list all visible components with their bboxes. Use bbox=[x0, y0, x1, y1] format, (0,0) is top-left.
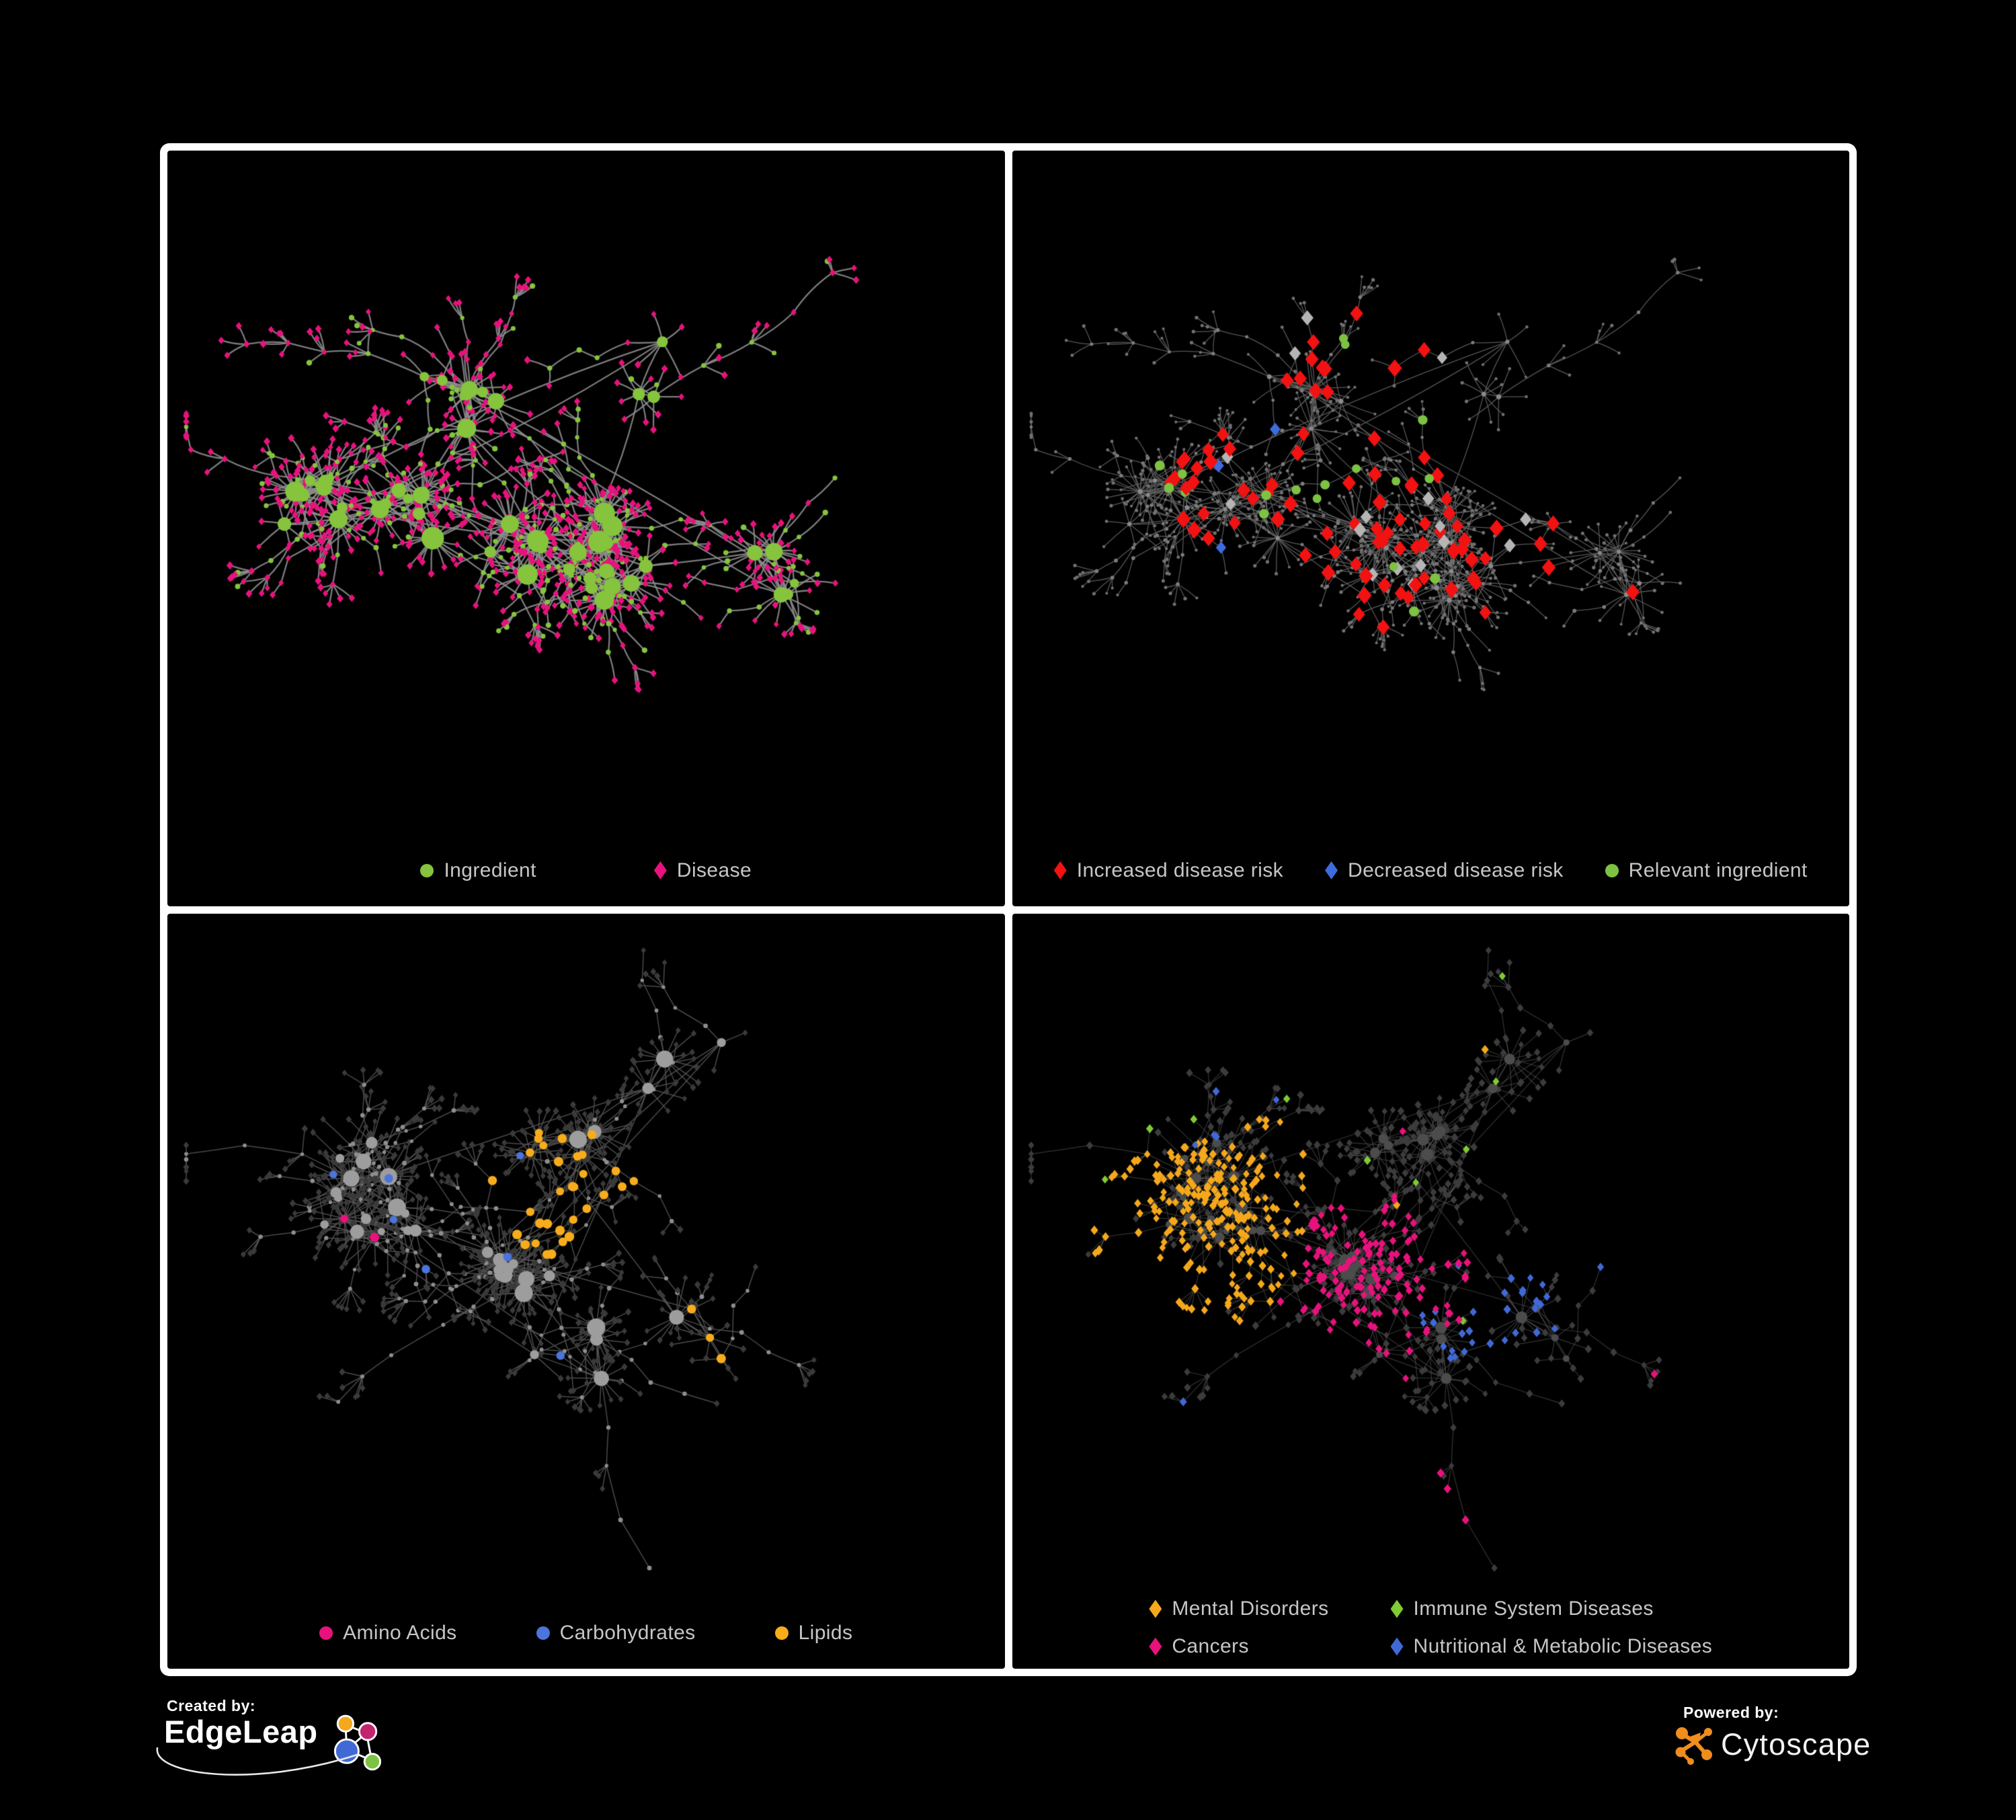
legend-label: Carbohydrates bbox=[559, 1622, 696, 1644]
panel-disease-risk: Increased disease risk Decreased disease… bbox=[1012, 151, 1850, 906]
legend-item: Immune System Diseases bbox=[1390, 1597, 1713, 1620]
legend-label: Increased disease risk bbox=[1076, 859, 1284, 881]
legend-label: Decreased disease risk bbox=[1348, 859, 1564, 881]
legend-label: Relevant ingredient bbox=[1628, 859, 1808, 881]
legend-item: Increased disease risk bbox=[1053, 859, 1284, 882]
created-by-label: Created by: bbox=[167, 1697, 256, 1714]
edgeleap-wordmark: EdgeLeap bbox=[164, 1714, 318, 1749]
legend-label: Mental Disorders bbox=[1172, 1597, 1329, 1620]
legend-item: Amino Acids bbox=[319, 1622, 456, 1645]
legend-disease-classes: Mental Disorders Immune System Diseases … bbox=[1012, 1597, 1850, 1658]
panel-disease-classes: Mental Disorders Immune System Diseases … bbox=[1012, 913, 1850, 1669]
edgeleap-logo-icon bbox=[333, 1714, 381, 1771]
immune-diseases-diamond-icon bbox=[1390, 1599, 1404, 1618]
legend-label: Nutritional & Metabolic Diseases bbox=[1413, 1635, 1713, 1657]
cytoscape-wordmark: Cytoscape bbox=[1721, 1727, 1871, 1762]
lipids-circle-icon bbox=[774, 1626, 789, 1640]
legend-item: Mental Disorders bbox=[1149, 1597, 1328, 1620]
legend-item: Nutritional & Metabolic Diseases bbox=[1390, 1635, 1713, 1658]
relevant-ingredient-circle-icon bbox=[1605, 863, 1619, 877]
legend-item: Relevant ingredient bbox=[1605, 859, 1808, 882]
network-canvas-disease-risk bbox=[1012, 151, 1849, 906]
panel-ingredient-disease: Ingredient Disease bbox=[167, 151, 1005, 906]
amino-acids-circle-icon bbox=[319, 1626, 333, 1640]
legend-item: Lipids bbox=[774, 1622, 853, 1645]
legend-label: Lipids bbox=[798, 1622, 853, 1644]
disease-diamond-icon bbox=[653, 861, 667, 879]
ingredient-circle-icon bbox=[420, 863, 434, 877]
legend-item: Decreased disease risk bbox=[1325, 859, 1564, 882]
network-canvas-nutrient-classes bbox=[167, 913, 1005, 1669]
network-canvas-disease-classes bbox=[1012, 913, 1849, 1669]
legend-label: Disease bbox=[676, 859, 752, 881]
cytoscape-branding: Powered by: Cytosc bbox=[1675, 1704, 1877, 1784]
network-canvas-ingredient-disease bbox=[167, 151, 1005, 906]
cancers-diamond-icon bbox=[1149, 1637, 1162, 1656]
legend-item: Disease bbox=[653, 859, 752, 882]
cytoscape-logo-icon bbox=[1675, 1727, 1712, 1765]
mental-disorders-diamond-icon bbox=[1149, 1599, 1162, 1618]
increased-risk-diamond-icon bbox=[1053, 861, 1067, 879]
powered-by-label: Powered by: bbox=[1683, 1704, 1779, 1721]
panel-grid: Ingredient Disease Increased disease ris… bbox=[160, 143, 1857, 1676]
legend-item: Carbohydrates bbox=[536, 1622, 696, 1645]
legend-label: Immune System Diseases bbox=[1413, 1597, 1654, 1620]
decreased-risk-diamond-icon bbox=[1325, 861, 1338, 879]
edgeleap-branding: Created by: EdgeLeap bbox=[156, 1697, 385, 1815]
legend-label: Ingredient bbox=[444, 859, 536, 881]
legend-ingredient-disease: Ingredient Disease bbox=[167, 859, 1005, 882]
legend-item: Ingredient bbox=[420, 859, 536, 882]
legend-nutrient-classes: Amino Acids Carbohydrates Lipids bbox=[167, 1622, 1005, 1645]
legend-item: Cancers bbox=[1149, 1635, 1328, 1658]
nutritional-metabolic-diamond-icon bbox=[1390, 1637, 1404, 1656]
panel-nutrient-classes: Amino Acids Carbohydrates Lipids bbox=[167, 913, 1005, 1669]
legend-label: Amino Acids bbox=[343, 1622, 457, 1644]
legend-label: Cancers bbox=[1172, 1635, 1249, 1657]
carbohydrates-circle-icon bbox=[536, 1626, 550, 1640]
legend-disease-risk: Increased disease risk Decreased disease… bbox=[1012, 859, 1850, 882]
